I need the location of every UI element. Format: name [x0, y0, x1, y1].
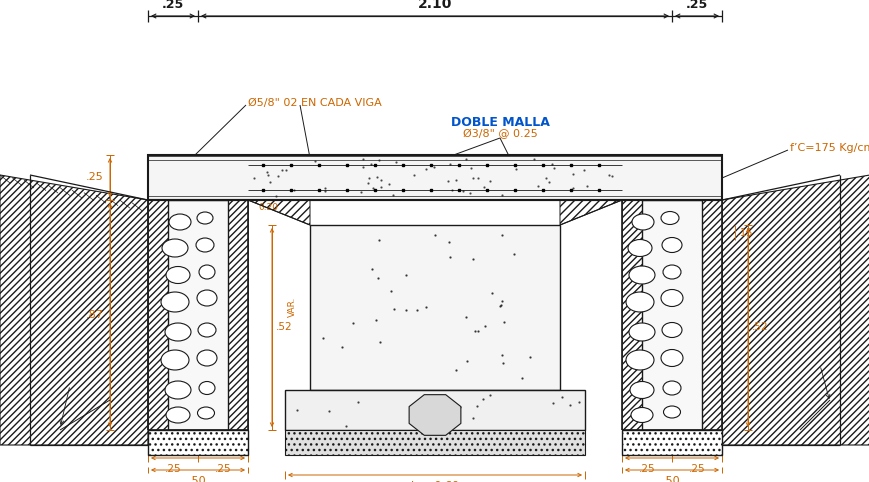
- Text: .50: .50: [662, 476, 680, 482]
- Ellipse shape: [161, 292, 189, 312]
- Ellipse shape: [169, 214, 191, 230]
- Ellipse shape: [626, 292, 653, 312]
- Bar: [285, 390, 584, 430]
- Bar: [621, 430, 721, 455]
- Bar: [228, 200, 248, 430]
- Text: .25: .25: [685, 0, 707, 11]
- Ellipse shape: [166, 407, 189, 423]
- Ellipse shape: [197, 407, 215, 419]
- Text: Ø3/8" @ 0.25: Ø3/8" @ 0.25: [462, 129, 537, 139]
- Ellipse shape: [662, 381, 680, 395]
- Ellipse shape: [627, 240, 651, 256]
- Text: 1.60: 1.60: [444, 175, 465, 185]
- Ellipse shape: [660, 212, 678, 225]
- Ellipse shape: [165, 381, 191, 399]
- Ellipse shape: [630, 407, 653, 423]
- Bar: [621, 200, 641, 430]
- Text: .25: .25: [164, 464, 181, 474]
- Text: 0.20: 0.20: [258, 203, 278, 213]
- Text: .52: .52: [275, 322, 292, 333]
- Text: 2.10: 2.10: [417, 0, 452, 11]
- Bar: [701, 200, 721, 430]
- Ellipse shape: [196, 238, 214, 252]
- Text: VAR.: VAR.: [287, 297, 296, 317]
- Ellipse shape: [162, 239, 188, 257]
- Bar: [168, 200, 228, 430]
- Ellipse shape: [199, 265, 215, 279]
- Text: D 30°: D 30°: [295, 406, 304, 430]
- Text: .87: .87: [86, 310, 104, 320]
- Bar: [148, 200, 168, 430]
- Text: .50: .50: [189, 476, 207, 482]
- Ellipse shape: [660, 349, 682, 366]
- Ellipse shape: [662, 265, 680, 279]
- Ellipse shape: [161, 350, 189, 370]
- Ellipse shape: [628, 323, 654, 341]
- Polygon shape: [0, 175, 148, 445]
- Ellipse shape: [661, 238, 681, 253]
- Text: .25: .25: [215, 464, 231, 474]
- Ellipse shape: [199, 381, 215, 394]
- Text: .25: .25: [86, 173, 104, 183]
- Polygon shape: [248, 200, 621, 430]
- Text: .25: .25: [688, 464, 705, 474]
- Ellipse shape: [631, 214, 653, 230]
- Ellipse shape: [196, 212, 213, 224]
- Polygon shape: [408, 395, 461, 435]
- Ellipse shape: [626, 350, 653, 370]
- Bar: [148, 155, 721, 200]
- Text: .15: .15: [736, 228, 752, 238]
- Ellipse shape: [663, 406, 680, 418]
- Text: .52: .52: [751, 322, 767, 333]
- Ellipse shape: [660, 290, 682, 307]
- Text: .25: .25: [638, 464, 654, 474]
- Polygon shape: [721, 175, 869, 445]
- Text: Ø5/8" 02 EN CADA VIGA: Ø5/8" 02 EN CADA VIGA: [248, 98, 381, 108]
- Ellipse shape: [628, 266, 654, 284]
- Ellipse shape: [166, 267, 189, 283]
- Text: DOBLE MALLA: DOBLE MALLA: [450, 116, 549, 129]
- Ellipse shape: [198, 323, 216, 337]
- Bar: [148, 430, 248, 455]
- Bar: [641, 200, 701, 430]
- Ellipse shape: [165, 323, 191, 341]
- Text: .25: .25: [162, 0, 184, 11]
- Polygon shape: [560, 200, 621, 225]
- Bar: [309, 225, 560, 390]
- Ellipse shape: [196, 290, 216, 306]
- Text: b = 0.60: b = 0.60: [410, 481, 459, 482]
- Text: f’C=175 Kg/cm2: f’C=175 Kg/cm2: [789, 143, 869, 153]
- Text: 0.10: 0.10: [424, 437, 445, 447]
- Polygon shape: [248, 200, 309, 225]
- Text: S= 1.00 %: S= 1.00 %: [200, 176, 262, 189]
- Ellipse shape: [196, 350, 216, 366]
- Ellipse shape: [661, 322, 681, 337]
- Text: D: D: [295, 418, 305, 426]
- Bar: [285, 430, 584, 455]
- Ellipse shape: [629, 381, 653, 399]
